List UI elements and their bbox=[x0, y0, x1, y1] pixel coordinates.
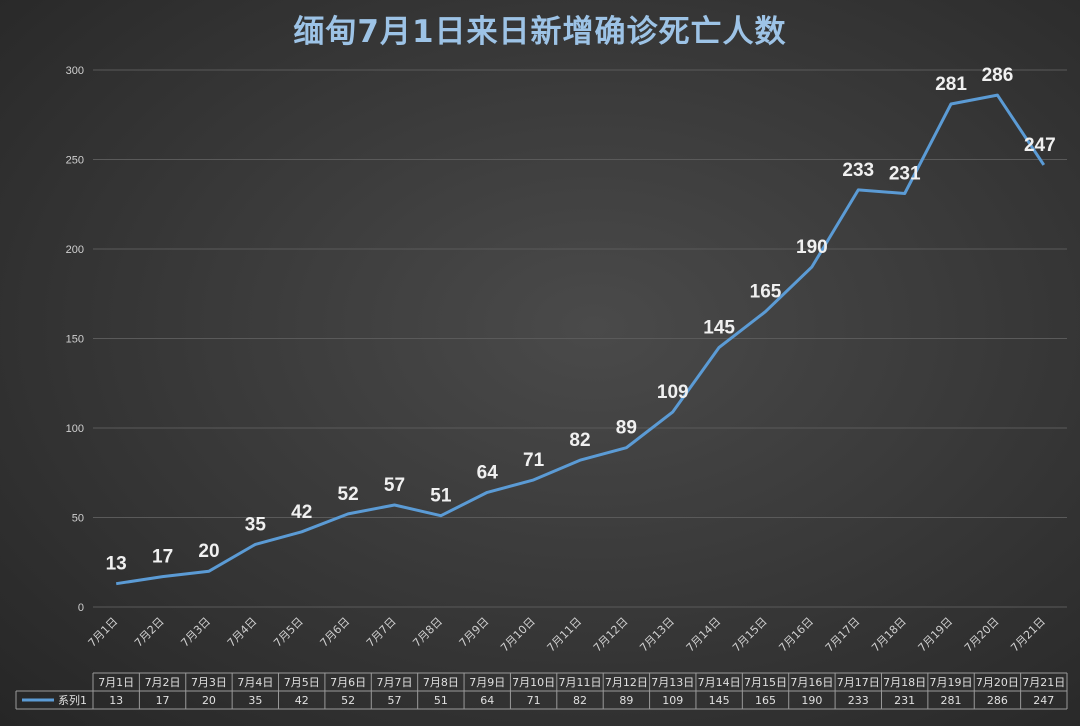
table-header-cell: 7月19日 bbox=[930, 676, 973, 689]
x-tick-label: 7月4日 bbox=[225, 615, 260, 650]
x-tick-label: 7月9日 bbox=[457, 615, 492, 650]
table-header-cell: 7月14日 bbox=[698, 676, 741, 689]
table-header-cell: 7月12日 bbox=[605, 676, 648, 689]
x-tick-label: 7月13日 bbox=[637, 615, 677, 655]
y-tick-label: 150 bbox=[66, 334, 84, 346]
table-value-cell: 71 bbox=[527, 694, 541, 707]
table-value-cell: 89 bbox=[619, 694, 633, 707]
table-header-cell: 7月13日 bbox=[651, 676, 694, 689]
table-value-cell: 231 bbox=[894, 694, 915, 707]
table-header-cell: 7月5日 bbox=[284, 676, 320, 689]
x-tick-label: 7月10日 bbox=[498, 615, 538, 655]
table-value-cell: 52 bbox=[341, 694, 355, 707]
table-header-cell: 7月17日 bbox=[837, 676, 880, 689]
x-tick-label: 7月12日 bbox=[591, 615, 631, 655]
x-tick-label: 7月8日 bbox=[410, 615, 445, 650]
table-header-cell: 7月11日 bbox=[559, 676, 602, 689]
x-tick-label: 7月5日 bbox=[271, 615, 306, 650]
y-tick-label: 50 bbox=[72, 513, 84, 525]
y-tick-label: 0 bbox=[78, 602, 84, 614]
table-header-cell: 7月2日 bbox=[145, 676, 181, 689]
table-value-cell: 247 bbox=[1033, 694, 1054, 707]
y-tick-label: 200 bbox=[66, 244, 84, 256]
data-label: 89 bbox=[616, 418, 637, 439]
x-tick-label: 7月19日 bbox=[916, 615, 956, 655]
x-tick-label: 7月16日 bbox=[776, 615, 816, 655]
table-header-cell: 7月6日 bbox=[330, 676, 366, 689]
table-header-cell: 7月3日 bbox=[191, 676, 227, 689]
table-value-cell: 145 bbox=[709, 694, 730, 707]
table-header-cell: 7月18日 bbox=[883, 676, 926, 689]
legend-series-name: 系列1 bbox=[58, 693, 87, 707]
data-label: 42 bbox=[291, 502, 312, 523]
table-header-cell: 7月20日 bbox=[976, 676, 1019, 689]
data-label: 71 bbox=[523, 450, 545, 471]
table-value-cell: 17 bbox=[156, 694, 170, 707]
data-label: 233 bbox=[842, 160, 874, 181]
data-label: 64 bbox=[477, 462, 499, 483]
y-tick-label: 250 bbox=[66, 155, 84, 167]
data-label: 20 bbox=[198, 541, 219, 562]
x-tick-label: 7月11日 bbox=[545, 615, 585, 655]
table-value-cell: 42 bbox=[295, 694, 309, 707]
x-tick-label: 7月21日 bbox=[1008, 615, 1048, 655]
data-label: 51 bbox=[430, 486, 452, 507]
x-tick-label: 7月18日 bbox=[869, 615, 909, 655]
table-header-cell: 7月15日 bbox=[744, 676, 787, 689]
data-label: 17 bbox=[152, 547, 173, 568]
series-line bbox=[115, 93, 1046, 586]
table-header-cell: 7月8日 bbox=[423, 676, 459, 689]
x-tick-label: 7月7日 bbox=[364, 615, 399, 650]
data-label: 109 bbox=[657, 382, 689, 403]
table-header-cell: 7月9日 bbox=[469, 676, 505, 689]
data-label: 247 bbox=[1024, 135, 1056, 156]
table-value-cell: 57 bbox=[387, 694, 401, 707]
data-label: 145 bbox=[703, 317, 735, 338]
data-label: 231 bbox=[889, 164, 921, 185]
y-tick-label: 300 bbox=[66, 65, 84, 77]
x-tick-label: 7月6日 bbox=[318, 615, 353, 650]
y-tick-label: 100 bbox=[66, 423, 84, 435]
table-value-cell: 190 bbox=[801, 694, 822, 707]
x-tick-label: 7月20日 bbox=[962, 615, 1002, 655]
data-label: 57 bbox=[384, 475, 405, 496]
table-value-cell: 35 bbox=[248, 694, 262, 707]
chart-title: 缅甸7月1日来日新增确诊死亡人数 bbox=[293, 14, 787, 50]
table-header-cell: 7月1日 bbox=[98, 676, 134, 689]
x-tick-label: 7月15日 bbox=[730, 615, 770, 655]
table-value-cell: 51 bbox=[434, 694, 448, 707]
table-value-cell: 13 bbox=[109, 694, 123, 707]
table-value-cell: 109 bbox=[662, 694, 683, 707]
table-value-cell: 64 bbox=[480, 694, 494, 707]
table-header-cell: 7月10日 bbox=[512, 676, 555, 689]
table-header-cell: 7月16日 bbox=[790, 676, 833, 689]
data-label: 281 bbox=[935, 74, 967, 95]
data-label: 165 bbox=[750, 282, 782, 303]
x-tick-label: 7月2日 bbox=[132, 615, 167, 650]
data-label: 190 bbox=[796, 237, 828, 258]
data-label: 286 bbox=[982, 65, 1014, 86]
data-label: 13 bbox=[106, 554, 127, 575]
table-header-cell: 7月21日 bbox=[1022, 676, 1065, 689]
x-tick-label: 7月3日 bbox=[178, 615, 213, 650]
table-value-cell: 281 bbox=[941, 694, 962, 707]
table-value-cell: 165 bbox=[755, 694, 776, 707]
table-value-cell: 286 bbox=[987, 694, 1008, 707]
data-label: 52 bbox=[338, 484, 359, 505]
x-tick-label: 7月1日 bbox=[86, 615, 121, 650]
table-header-cell: 7月7日 bbox=[376, 676, 412, 689]
data-label: 35 bbox=[245, 514, 267, 535]
table-value-cell: 233 bbox=[848, 694, 869, 707]
data-label: 82 bbox=[569, 430, 590, 451]
table-value-cell: 20 bbox=[202, 694, 216, 707]
table-value-cell: 82 bbox=[573, 694, 587, 707]
x-tick-label: 7月14日 bbox=[684, 615, 724, 655]
table-header-cell: 7月4日 bbox=[237, 676, 273, 689]
x-tick-label: 7月17日 bbox=[823, 615, 863, 655]
